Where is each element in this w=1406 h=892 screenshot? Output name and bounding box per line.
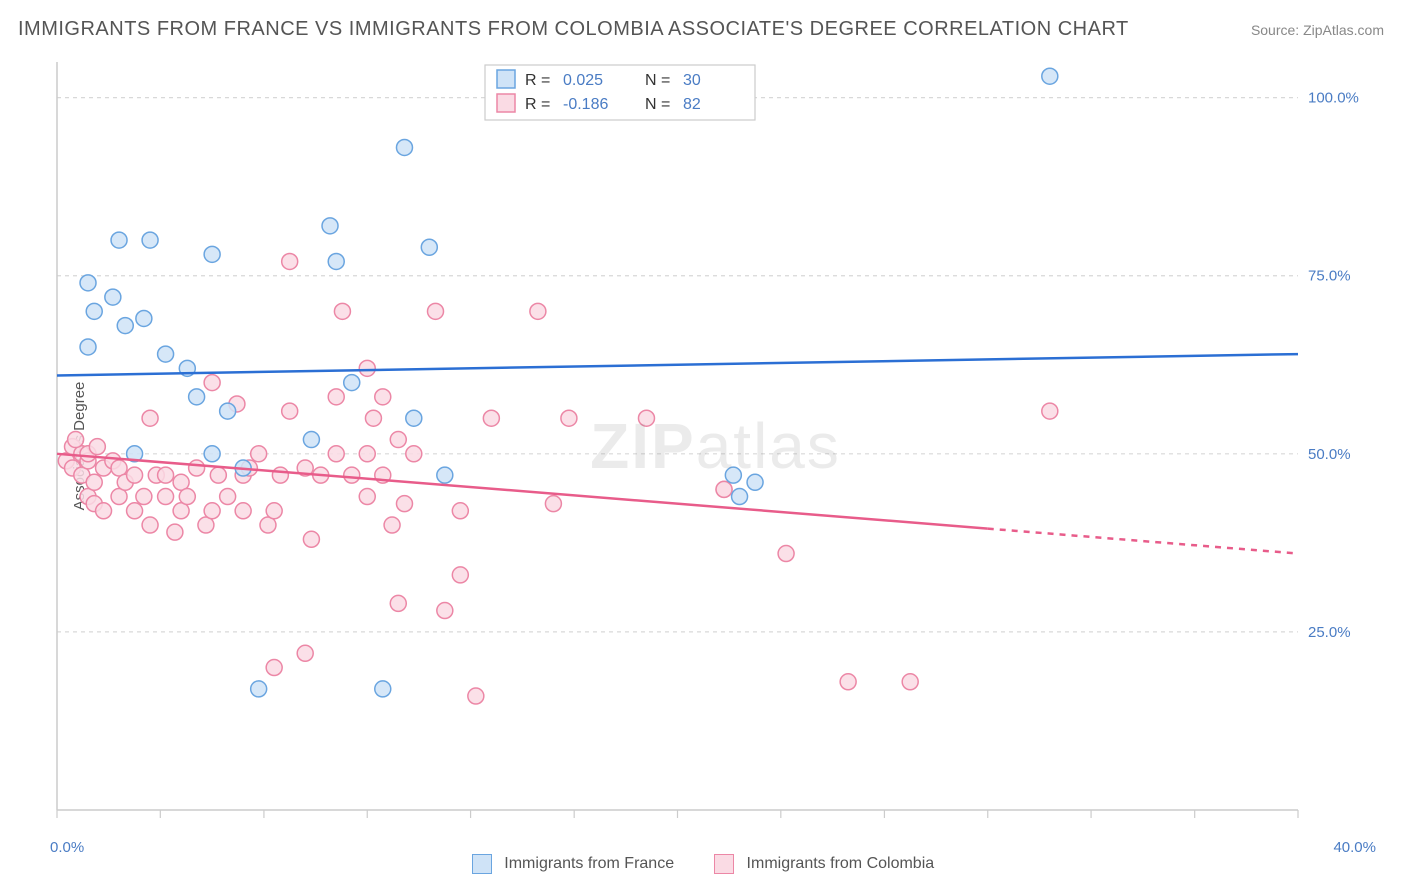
svg-text:-0.186: -0.186 [563, 96, 608, 113]
svg-text:N =: N = [645, 96, 670, 113]
svg-text:N =: N = [645, 72, 670, 89]
svg-text:50.0%: 50.0% [1308, 446, 1351, 463]
scatter-chart-svg: 25.0% 50.0% 75.0% 100.0% R = 0.025 N = 30 R = -0.… [55, 60, 1376, 832]
svg-text:75.0%: 75.0% [1308, 268, 1351, 285]
svg-text:R =: R = [525, 72, 550, 89]
legend-label-france: Immigrants from France [504, 855, 674, 872]
source-attribution: Source: ZipAtlas.com [1251, 22, 1384, 38]
chart-title: IMMIGRANTS FROM FRANCE VS IMMIGRANTS FRO… [18, 18, 1129, 41]
legend-swatch-france [472, 854, 492, 874]
svg-text:30: 30 [683, 72, 701, 89]
legend-item-france: Immigrants from France [472, 854, 674, 874]
svg-text:R =: R = [525, 96, 550, 113]
svg-text:82: 82 [683, 96, 701, 113]
chart-plot-area: 25.0% 50.0% 75.0% 100.0% R = 0.025 N = 30 R = -0.… [55, 60, 1376, 832]
legend-swatch-colombia [714, 854, 734, 874]
bottom-legend: Immigrants from France Immigrants from C… [0, 854, 1406, 874]
svg-text:100.0%: 100.0% [1308, 90, 1359, 107]
svg-text:25.0%: 25.0% [1308, 624, 1351, 641]
svg-text:0.025: 0.025 [563, 72, 603, 89]
legend-item-colombia: Immigrants from Colombia [714, 854, 934, 874]
legend-label-colombia: Immigrants from Colombia [747, 855, 935, 872]
